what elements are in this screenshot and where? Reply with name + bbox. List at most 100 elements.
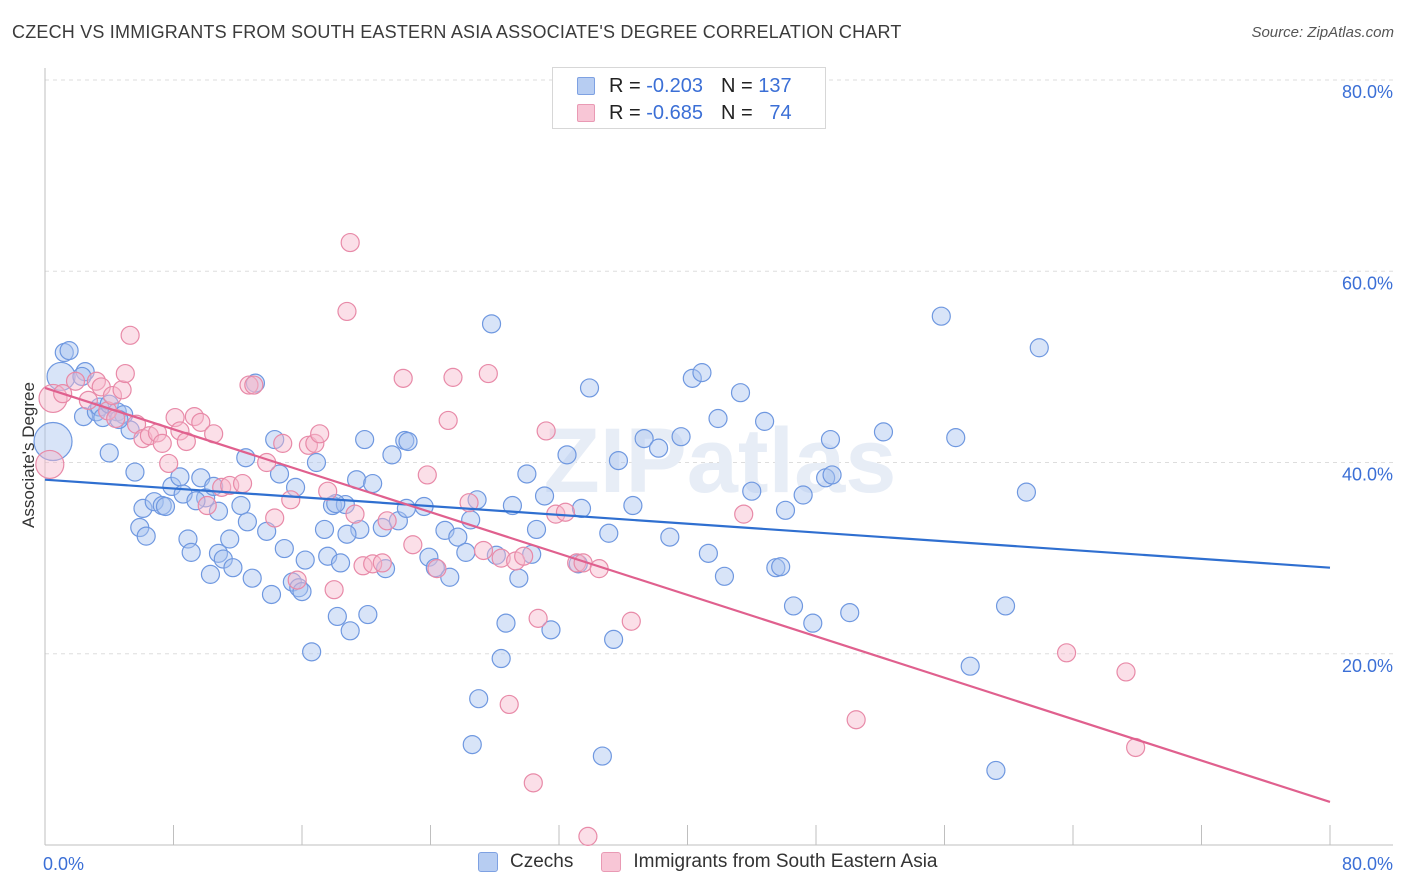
- czech-point: [330, 553, 351, 573]
- czech-point: [363, 473, 383, 494]
- sea-point: [120, 325, 140, 345]
- sea-point: [106, 408, 126, 429]
- sea-point: [555, 502, 576, 522]
- legend-swatch-sea: [601, 852, 622, 872]
- sea-point: [273, 433, 293, 453]
- sea-point: [403, 535, 423, 555]
- legend-n-label: N =: [720, 74, 753, 97]
- czech-point: [448, 527, 468, 547]
- czech-point: [481, 314, 502, 334]
- czech-point: [754, 411, 775, 431]
- y-tick-label: 20.0%: [1342, 656, 1393, 676]
- y-axis-label: Associate's Degree: [19, 382, 38, 528]
- legend-row-czechs: R = -0.203 N = 137: [577, 73, 792, 99]
- czech-point: [608, 450, 629, 471]
- czech-point: [99, 443, 119, 463]
- czech-point: [648, 438, 669, 458]
- czech-point: [571, 498, 592, 518]
- axes: [44, 68, 1393, 846]
- czech-point: [946, 428, 966, 448]
- czech-point: [456, 542, 476, 562]
- czech-point: [314, 519, 335, 540]
- sea-point: [115, 363, 135, 384]
- sea-point: [35, 449, 65, 480]
- sea-point: [372, 553, 392, 573]
- x-tick-label: 80.0%: [1342, 854, 1393, 874]
- sea-point: [491, 548, 511, 568]
- czech-point: [960, 656, 980, 676]
- czech-point: [382, 445, 402, 465]
- sea-point: [578, 826, 598, 846]
- trend-line-sea: [44, 386, 1331, 804]
- sea-point: [393, 368, 413, 388]
- czech-point: [419, 547, 439, 567]
- legend-label-sea: Immigrants from South Eastern Asia: [633, 851, 938, 872]
- sea-point: [438, 410, 458, 431]
- czech-point: [995, 596, 1016, 616]
- czech-point: [425, 558, 445, 578]
- sea-point: [191, 412, 211, 432]
- grid-lines: [45, 79, 1393, 655]
- sea-point: [265, 508, 285, 528]
- sea-point: [1056, 643, 1077, 663]
- czech-point: [200, 564, 221, 584]
- series-sea-points: [35, 232, 1146, 846]
- sea-point: [337, 301, 357, 322]
- czech-point: [496, 613, 516, 633]
- sea-point: [65, 371, 86, 391]
- czech-point: [181, 542, 201, 562]
- czech-point: [162, 476, 182, 497]
- czech-point: [355, 429, 375, 450]
- czech-point: [509, 568, 529, 588]
- czech-point: [155, 496, 176, 517]
- czech-point: [660, 527, 680, 547]
- sea-point: [340, 232, 360, 253]
- x-tick-label: 0.0%: [43, 854, 84, 874]
- legend-n-label: N =: [720, 101, 753, 124]
- legend-item-czechs: Czechs: [478, 851, 573, 873]
- czech-point: [820, 429, 841, 450]
- czech-point: [599, 523, 619, 543]
- sea-point: [621, 611, 641, 631]
- czech-point: [231, 495, 251, 516]
- trend-lines: [44, 386, 1331, 804]
- sea-point: [287, 570, 307, 590]
- czech-point: [873, 422, 894, 442]
- legend-row-sea: R = -0.685 N = 74: [577, 100, 792, 126]
- czech-point: [350, 519, 370, 540]
- sea-point: [78, 390, 98, 410]
- legend-r-label: R =: [609, 101, 641, 124]
- czech-point: [730, 383, 751, 403]
- chart-title: CZECH VS IMMIGRANTS FROM SOUTH EASTERN A…: [12, 22, 902, 42]
- sea-point: [459, 493, 479, 513]
- sea-point: [152, 433, 172, 453]
- legend-swatch-czechs: [478, 852, 498, 872]
- czech-point: [242, 568, 262, 588]
- sea-point: [310, 424, 330, 444]
- czech-point: [136, 526, 156, 546]
- y-tick-label: 60.0%: [1342, 273, 1393, 293]
- sea-point: [197, 495, 217, 516]
- czech-point: [793, 485, 813, 505]
- series-czechs-points: [33, 306, 1049, 781]
- correlation-legend: R = -0.203 N = 137 R = -0.685 N = 74: [552, 67, 826, 129]
- czech-point: [186, 491, 206, 511]
- czech-point: [340, 621, 360, 641]
- czech-point: [775, 500, 796, 520]
- czech-point: [623, 495, 643, 516]
- czech-point: [375, 559, 396, 579]
- sea-point: [478, 363, 498, 384]
- czech-point: [708, 408, 728, 429]
- tick-labels: 20.0% 40.0% 60.0% 80.0% 0.0% 80.0%: [43, 82, 1393, 874]
- sea-point: [38, 383, 68, 414]
- sea-point: [523, 773, 543, 793]
- legend-r-label: R =: [609, 74, 641, 97]
- sea-point: [345, 504, 365, 524]
- czech-point: [526, 519, 547, 540]
- czech-point: [398, 431, 418, 452]
- czech-point: [783, 596, 804, 616]
- sea-point: [536, 421, 556, 441]
- czech-point: [1029, 338, 1049, 358]
- czech-point: [1016, 482, 1037, 502]
- czech-point: [208, 501, 229, 521]
